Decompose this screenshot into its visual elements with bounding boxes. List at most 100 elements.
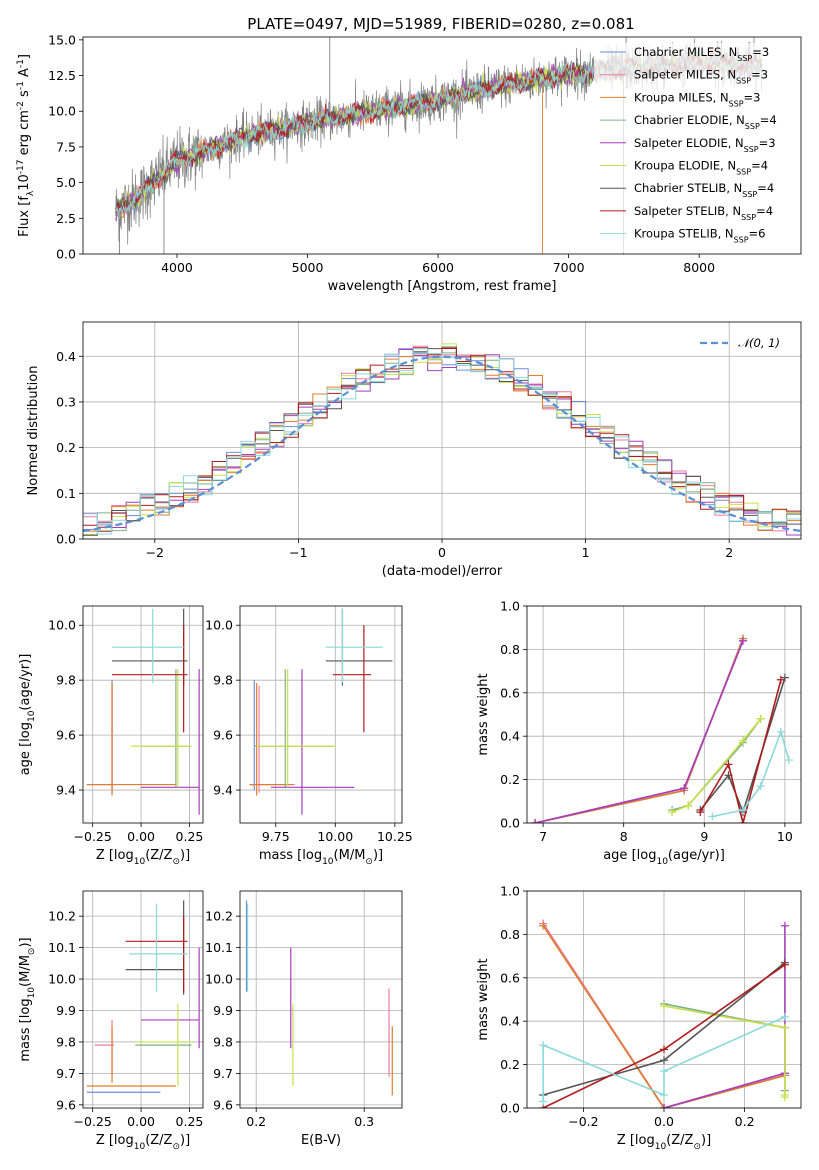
weight_vs_age-y-tick-label: 0.6 [500, 685, 520, 700]
spectrum-y-axis-label-part: s [17, 90, 32, 101]
age_vs_z-y-tick-label: 10.0 [48, 618, 76, 633]
weight-marker-kroupa_elodie [780, 1023, 789, 1032]
mass_vs_ebv-frame [239, 890, 403, 1109]
age_vs_z-x-axis-label: Z [log10(Z/Z⊙)] [96, 848, 190, 867]
weight-marker-kroupa_elodie [738, 736, 747, 745]
residuals-y-tick-label: 0.0 [56, 532, 76, 547]
mass_vs_z-y-tick-label: 10.2 [48, 909, 76, 924]
mass_vs_z-y-axis-label-part: 10 [27, 987, 37, 999]
mass_vs_z-x-tick-label: 0.25 [176, 1114, 204, 1129]
clip-mass_vs_z-plot-area [86, 900, 200, 1093]
weight-marker-kroupa_stelib [738, 805, 747, 814]
spectrum-y-axis-label-part: Flux [f [17, 196, 32, 237]
legend-label: Salpeter STELIB, N [634, 204, 741, 218]
spectrum-x-tick-label: 6000 [422, 260, 454, 275]
legend-entry-kroupa_elodie: Kroupa ELODIE, NSSP=4 [634, 159, 768, 177]
age_vs_mass-x-axis-label-part: ⊙ [365, 857, 373, 867]
spectrum-y-tick-label: 0.0 [56, 247, 76, 262]
legend-suffix: =3 [744, 90, 761, 104]
weight_vs_age-y-tick-label: 0.0 [500, 816, 520, 831]
mass_vs_z-y-tick-label: 9.9 [56, 1003, 76, 1018]
weight_vs_age-x-tick-label: 9 [700, 829, 708, 844]
weight-marker-kroupa_elodie [684, 801, 693, 810]
weight-marker-chabrier_stelib [660, 1056, 668, 1065]
legend-entry-salpeter_stelib: Salpeter STELIB, NSSP=4 [634, 204, 773, 222]
weight_vs_age-x-tick-label: 7 [539, 829, 547, 844]
weight_vs_z-y-tick-label: 0.0 [500, 1101, 520, 1116]
legend-subscript: SSP [742, 190, 757, 199]
legend-suffix: =4 [760, 113, 777, 127]
weight-marker-salpeter_elodie [660, 1104, 668, 1108]
mass_vs_z-y-axis-label-part: )] [18, 937, 33, 947]
legend-suffix: =4 [757, 181, 774, 195]
legend-suffix: =3 [751, 68, 768, 82]
mass_vs_z-frame [82, 890, 204, 1109]
mass_vs_ebv-y-tick-label: 9.9 [213, 1003, 233, 1018]
spectrum-frame [82, 36, 802, 255]
spectrum-y-axis-label: Flux [fλ10-17 erg cm-2 s-1 A-1] [16, 54, 36, 237]
residuals-y-axis-label: Normed distribution [26, 366, 41, 496]
age_vs_mass-x-axis-label-part: mass [log [259, 848, 322, 863]
spectrum-x-tick-label: 5000 [292, 260, 324, 275]
mass_vs_ebv-y-tick-label: 10.1 [205, 940, 233, 955]
weight-line-kroupa_elodie [671, 718, 762, 813]
clip-mass_vs_ebv-plot-area [245, 900, 393, 1096]
legend-label: Kroupa ELODIE, N [634, 159, 736, 173]
weight-marker-salpeter_stelib [738, 819, 747, 823]
mass_vs_z-y-tick-label: 10.1 [48, 940, 76, 955]
spectrum-y-axis-label-part: A [17, 68, 32, 81]
weight-line-kroupa_elodie [663, 1005, 786, 1098]
mass-vs-metallicity-panel: −0.25 0.00 0.25 9.6 9.7 9.8 9.9 10.0 10.1 10.2 Z [… [18, 890, 204, 1152]
weight_vs_z-x-tick-label: 0.2 [735, 1114, 755, 1129]
mass_vs_z-x-axis-label-part: 10 [134, 1142, 146, 1152]
mass_vs_z-y-tick-label: 9.7 [56, 1066, 76, 1081]
residuals-y-tick-label: 0.4 [56, 349, 76, 364]
weight_vs_z-x-axis-label-part: (Z/Z [666, 1133, 693, 1148]
age_vs_z-y-tick-label: 9.4 [56, 783, 76, 798]
spectrum-y-tick-label: 10.0 [48, 104, 76, 119]
mass_vs_z-x-axis-label-part: Z [log [96, 1133, 134, 1148]
mass_vs_ebv-y-tick-label: 10.2 [205, 909, 233, 924]
residuals-x-tick-label: −2 [146, 545, 164, 560]
mass_vs_z-x-axis-label: Z [log10(Z/Z⊙)] [96, 1133, 190, 1152]
weight_vs_z-y-tick-label: 1.0 [500, 884, 520, 899]
age_vs_z-y-tick-label: 9.8 [56, 673, 76, 688]
mass_vs_z-x-axis-label-part: (Z/Z [145, 1133, 172, 1148]
weight-marker-kroupa_stelib [539, 1041, 548, 1050]
spectrum-y-axis-label-part: ] [17, 54, 32, 59]
weight-marker-kroupa_elodie [660, 1002, 668, 1011]
spectrum-y-tick-label: 2.5 [56, 211, 76, 226]
age_vs_mass-x-tick-label: 9.75 [262, 829, 290, 844]
spectrum-y-axis-label-part: -17 [16, 160, 26, 175]
weight-marker-salpeter_stelib [660, 1045, 668, 1054]
figure-title: PLATE=0497, MJD=51989, FIBERID=0280, z=0… [247, 15, 634, 33]
spectrum-x-axis-label: wavelength [Angstrom, rest frame] [328, 279, 557, 294]
weight-marker-kroupa_miles [539, 921, 548, 930]
legend-entry-salpeter_miles: Salpeter MILES, NSSP=3 [634, 68, 768, 86]
legend-suffix: =3 [759, 136, 776, 150]
weight-marker-kroupa_elodie [780, 1090, 789, 1099]
weight_vs_age-y-tick-label: 0.8 [500, 642, 520, 657]
residuals-x-tick-label: 2 [725, 545, 733, 560]
age_vs_z-x-tick-label: −0.25 [74, 829, 112, 844]
legend-label: Salpeter MILES, N [634, 68, 736, 82]
residual-histogram-kroupa_stelib [83, 348, 801, 535]
weight_vs_z-y-tick-label: 0.8 [500, 927, 520, 942]
legend-entry-kroupa_miles: Kroupa MILES, NSSP=3 [634, 90, 760, 108]
age_vs_z-x-axis-label-part: )] [180, 848, 190, 863]
weight-marker-kroupa_elodie [756, 714, 765, 723]
residuals-x-axis-label: (data-model)/error [382, 564, 503, 579]
residuals-panel: −2 −1 0 1 2 0.0 0.1 0.2 0.3 0.4 (data-model)/error… [26, 321, 802, 579]
age_vs_mass-x-axis-label: mass [log10(M/M⊙)] [259, 848, 383, 867]
age_vs_z-y-axis-label-part: (age/yr)] [18, 654, 33, 711]
weight-marker-salpeter_stelib [724, 760, 733, 769]
age_vs_mass-frame [239, 605, 403, 824]
spectrum-y-axis-label-part: λ [26, 190, 36, 196]
mass-vs-ebv-panel: 0.2 0.3 9.6 9.7 9.8 9.9 10.0 10.1 10.2 E(B-V) [205, 890, 403, 1148]
age_vs_mass-x-tick-label: 10.00 [317, 829, 353, 844]
weight-marker-salpeter_elodie [680, 784, 689, 793]
legend-subscript: SSP [736, 167, 751, 176]
clip-resid-plot-area [83, 343, 801, 536]
legend-subscript: SSP [729, 99, 744, 108]
weight_vs_z-x-axis-label-part: Z [log [617, 1133, 655, 1148]
